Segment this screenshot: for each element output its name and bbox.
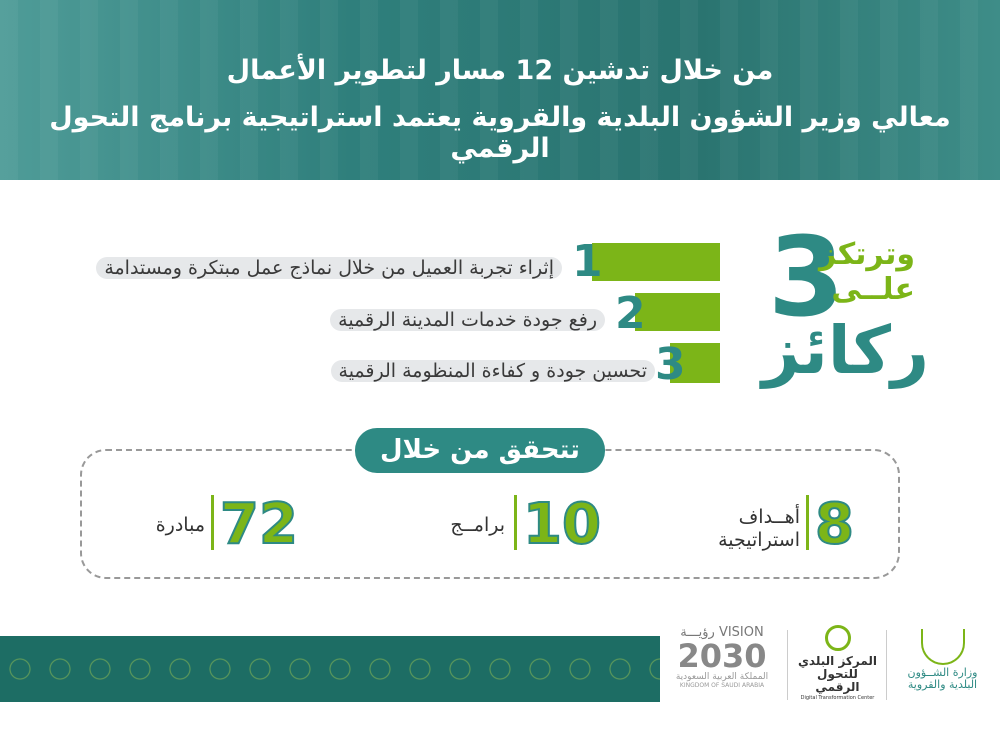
stat-label-goals: أهــداف استراتيجية	[718, 506, 800, 551]
stat-value-goals: 8	[814, 492, 855, 557]
vision-logo-title: VISION رؤيـــة	[680, 625, 764, 640]
focus-label: وترتكز علــى	[819, 237, 915, 307]
pillar-text-3: تحسين جودة و كفاءة المنظومة الرقمية	[330, 360, 655, 382]
dtc-emblem-icon	[824, 625, 851, 651]
pillar-text-2: رفع جودة خدمات المدينة الرقمية	[330, 309, 605, 331]
ministry-logo-text: وزارة الشــؤون البلدية والقروية	[907, 666, 978, 692]
stat-value-programs: 10	[522, 492, 602, 557]
dtc-logo: المركز البلدي للتحول الرقمي Digital Tran…	[795, 625, 880, 701]
pillar-text-1: إثراء تجربة العميل من خلال نماذج عمل مبت…	[96, 257, 562, 279]
header-banner	[0, 0, 1000, 180]
logo-separator	[886, 630, 887, 700]
pillars-label: ركائز	[762, 312, 929, 389]
stat-label-programs: برامــج	[450, 514, 505, 536]
palm-emblem-icon	[920, 629, 965, 665]
stat-value-initiatives: 72	[219, 492, 299, 557]
headline-line-2: معالي وزير الشؤون البلدية والقروية يعتمد…	[49, 102, 951, 164]
achieve-label: تتحقق من خلال	[355, 428, 605, 473]
decorative-pattern-band	[0, 636, 660, 702]
vision-logo-year: 2030	[677, 637, 767, 675]
pillar-number-1: 1	[572, 236, 603, 287]
pillar-number-3: 3	[655, 339, 686, 390]
pillar-bar-3	[670, 343, 720, 383]
dtc-logo-ar: المركز البلدي للتحول الرقمي	[797, 654, 878, 695]
pillar-number-2: 2	[615, 288, 646, 339]
pillars-count: 3	[768, 213, 845, 341]
ministry-logo: وزارة الشــؤون البلدية والقروية	[900, 625, 985, 691]
stat-label-initiatives: مبادرة	[155, 514, 205, 536]
divider	[806, 495, 809, 550]
pillar-bar-2	[635, 293, 720, 331]
divider	[514, 495, 517, 550]
vision-logo-ar: المملكة العربية السعودية	[675, 672, 769, 682]
logo-separator	[787, 630, 788, 700]
vision-logo-en: KINGDOM OF SAUDI ARABIA	[679, 682, 765, 689]
headline-line-1: من خلال تدشين 12 مسار لتطوير الأعمال	[226, 55, 774, 86]
vision-2030-logo: VISION رؤيـــة 2030 المملكة العربية السع…	[672, 625, 772, 689]
dtc-logo-en: Digital Transformation Center	[800, 694, 875, 701]
divider	[211, 495, 214, 550]
pillar-bar-1	[592, 243, 720, 281]
